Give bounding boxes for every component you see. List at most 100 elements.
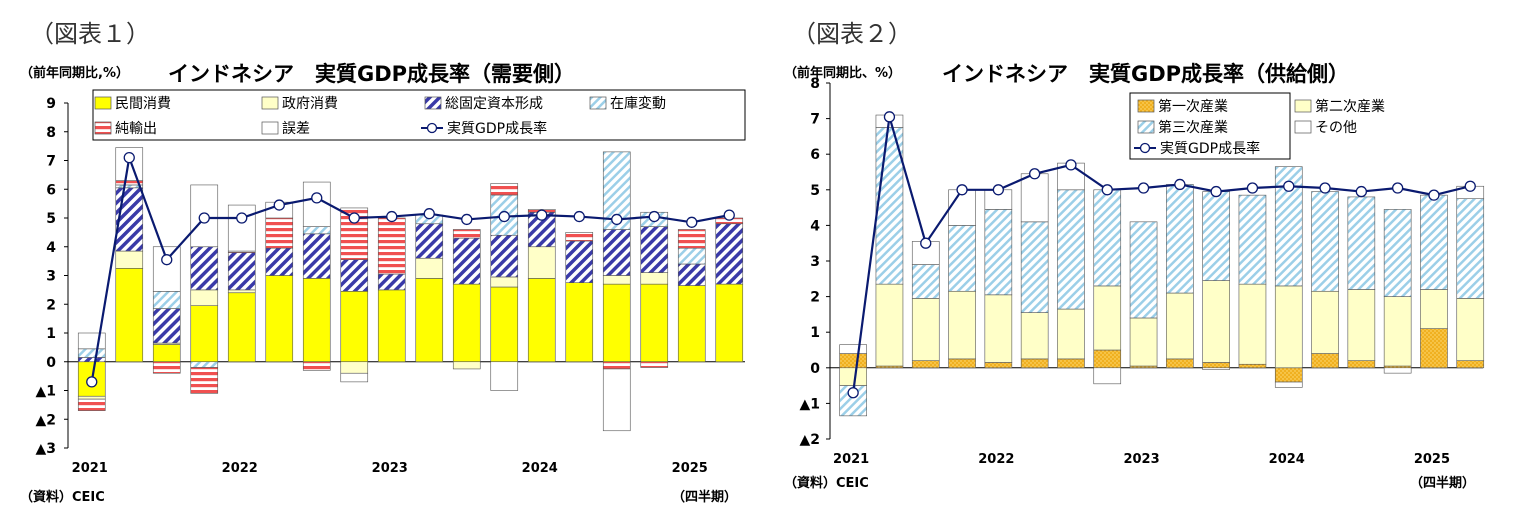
chart1-bar-segment [452, 229, 481, 239]
chart2-bar-segment [948, 358, 976, 369]
chart1-bar-segment [715, 223, 744, 285]
chart2-gdp-point [1101, 184, 1113, 196]
chart2-bar-segment [1420, 194, 1448, 290]
chart1-bar-segment [527, 246, 556, 279]
chart2-legend-swatch [1294, 99, 1312, 113]
chart1-y-tick-label: 5 [46, 211, 56, 227]
chart1-legend-label: 純輸出 [115, 121, 157, 137]
chart2-bar-segment [984, 294, 1013, 363]
chart2-bar-segment [1274, 285, 1303, 369]
chart1-legend-label: 在庫変動 [610, 95, 666, 112]
chart2-year-label: 2023 [1123, 452, 1159, 467]
chart2-gdp-point [920, 237, 932, 249]
chart2-gdp-point [1065, 159, 1077, 171]
chart1-y-tick-label: ▲2 [35, 412, 56, 428]
chart2-bar-segment [1202, 280, 1230, 363]
figure2-unit-label: （前年同期比、%） [784, 66, 902, 81]
chart1-bar-segment [340, 372, 369, 383]
chart2-legend-label: その他 [1315, 120, 1357, 136]
figure1-title: インドネシア 実質GDP成長率（需要側） [168, 62, 576, 86]
chart1-bar-segment [227, 289, 256, 294]
chart1-legend-swatch [94, 96, 112, 110]
chart2-gdp-point [992, 184, 1004, 196]
chart1-bar-segment [677, 263, 706, 286]
chart2-gdp-point [1246, 182, 1259, 194]
chart2-bar-segment [1311, 353, 1339, 369]
chart1-bar-segment [302, 361, 331, 371]
chart1-gdp-point [236, 212, 248, 224]
chart1-bar-segment [377, 289, 406, 363]
chart1-year-label: 2022 [222, 461, 258, 476]
chart2-bar-segment [1129, 317, 1158, 367]
chart1-bar-segment [565, 282, 594, 363]
chart1-gdp-point [573, 210, 585, 223]
chart1-legend-swatch [261, 96, 279, 110]
chart1-bar-segment [677, 229, 706, 249]
chart2-gdp-point [883, 111, 896, 123]
chart1-gdp-point [198, 212, 210, 224]
chart1-bar-segment [302, 233, 331, 279]
chart1-gdp-point [123, 151, 135, 164]
chart1-year-label: 2025 [672, 461, 708, 476]
chart1-year-label: 2024 [522, 461, 558, 476]
chart1-bar-segment [340, 259, 369, 292]
chart2-bar-segment [1311, 290, 1339, 354]
chart2-gdp-point [1464, 180, 1476, 192]
chart2-y-tick-label: 5 [810, 183, 820, 199]
chart2-y-tick-label: ▲2 [799, 432, 820, 448]
chart2-bar-segment [1383, 367, 1412, 374]
chart1-bar-segment [152, 308, 181, 344]
chart1-bar-segment [190, 246, 219, 291]
chart2-gdp-point [1029, 168, 1041, 180]
chart2-gdp-line [852, 116, 1471, 393]
chart2-legend-label: 実質GDP成長率 [1160, 140, 1260, 157]
chart2-bar-segment [1383, 209, 1412, 297]
chart2-bar-segment [1238, 194, 1267, 285]
chart2-gdp-point [847, 387, 859, 399]
chart1-bar-segment [340, 291, 369, 363]
chart2-gdp-point [1392, 182, 1404, 194]
chart2-legend-box [1129, 92, 1291, 160]
chart2-group: 8 7 6 5 4 3 2 1 0 ▲1 ▲2 2021 2022 2023 2024 2025 第一次産業 第二… [799, 76, 1485, 467]
chart2-bar-segment [984, 362, 1013, 369]
chart1-gdp-point [686, 216, 698, 228]
chart2-bar-segment [1202, 362, 1230, 369]
chart1-bar-segment [602, 361, 631, 370]
chart2-y-tick-label: 2 [810, 290, 820, 306]
chart2-bar-segment [1311, 191, 1339, 292]
chart2-bar-segment [1274, 381, 1303, 388]
chart2-bar-segment [1238, 363, 1267, 369]
chart1-bar-segment [115, 187, 144, 252]
chart2-bar-segment [839, 344, 867, 354]
chart1-bar-segment [490, 234, 519, 278]
chart2-legend-label: 第三次産業 [1158, 119, 1228, 136]
chart2-y-tick-label: 8 [810, 76, 820, 92]
chart2-bar-segment [948, 290, 976, 360]
chart1-bar-segment [490, 361, 519, 391]
chart2-bar-segment [1020, 173, 1049, 223]
chart1-bar-segment [152, 246, 181, 292]
chart2-bar-segment [1166, 184, 1194, 294]
chart1-group: 9 8 7 6 5 4 3 2 1 0 ▲1 ▲2 ▲3 2021 2022 2023 2024 2025 民間消費… [35, 89, 746, 476]
chart1-bar-segment [265, 275, 294, 363]
chart2-gdp-point [1428, 189, 1440, 201]
chart1-bar-segment [265, 217, 294, 249]
chart1-bar-segment [452, 283, 481, 363]
chart1-bar-segment [602, 283, 631, 363]
chart1-bar-segment [190, 289, 219, 306]
figure1-source: （資料）CEIC [20, 490, 105, 505]
figure1-period: （四半期） [672, 490, 738, 505]
chart1-bar-segment [77, 332, 106, 350]
chart1-bar-segment [715, 283, 744, 363]
chart2-bar-segment [1093, 285, 1122, 351]
chart1-gdp-point [161, 254, 173, 266]
chart2-bar-segment [875, 283, 904, 367]
chart2-bar-segment [1057, 308, 1085, 360]
chart1-bar-segment [565, 240, 594, 283]
chart2-bar-segment [1020, 358, 1049, 369]
chart1-bar-segment [227, 204, 256, 252]
chart1-y-tick-label: 3 [46, 269, 56, 285]
chart1-bar-segment [152, 344, 181, 363]
chart1-y-tick-label: 0 [46, 355, 56, 371]
